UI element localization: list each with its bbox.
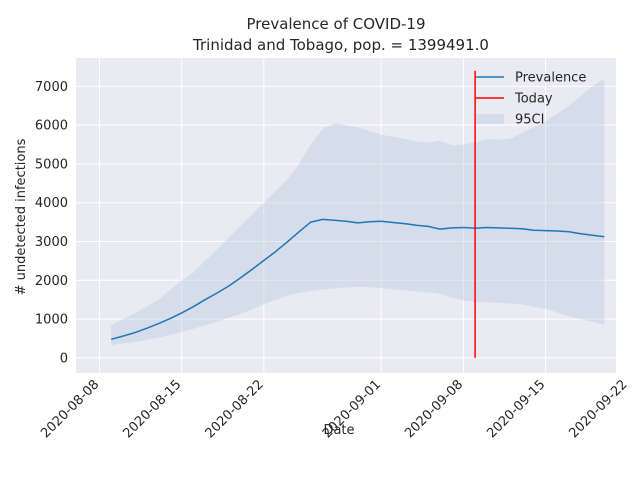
series-layer <box>111 70 605 358</box>
legend-label: Today <box>514 92 553 107</box>
chart-title: Prevalence of COVID-19 <box>246 15 425 33</box>
y-tick-label: 7000 <box>35 80 68 95</box>
legend: Prevalence Today 95CI <box>476 71 586 128</box>
legend-swatch <box>476 114 504 124</box>
confidence-band <box>111 78 605 346</box>
y-tick-label: 0 <box>60 351 68 366</box>
grid-lines <box>76 58 629 373</box>
y-tick-label: 4000 <box>35 196 68 211</box>
y-tick-label: 1000 <box>35 313 68 328</box>
chart-subtitle: Trinidad and Tobago, pop. = 1399491.0 <box>192 36 489 54</box>
y-axis-label: # undetected infections <box>14 138 29 295</box>
y-tick-label: 6000 <box>35 119 68 134</box>
y-tick-label: 2000 <box>35 274 68 289</box>
prevalence-line <box>111 218 605 341</box>
confidence-band-layer <box>111 78 605 346</box>
x-axis-label: Date <box>323 423 354 438</box>
legend-label: Prevalence <box>515 71 586 86</box>
y-tick-label: 5000 <box>35 157 68 172</box>
legend-label: 95CI <box>515 113 544 128</box>
y-tick-label: 3000 <box>35 235 68 250</box>
